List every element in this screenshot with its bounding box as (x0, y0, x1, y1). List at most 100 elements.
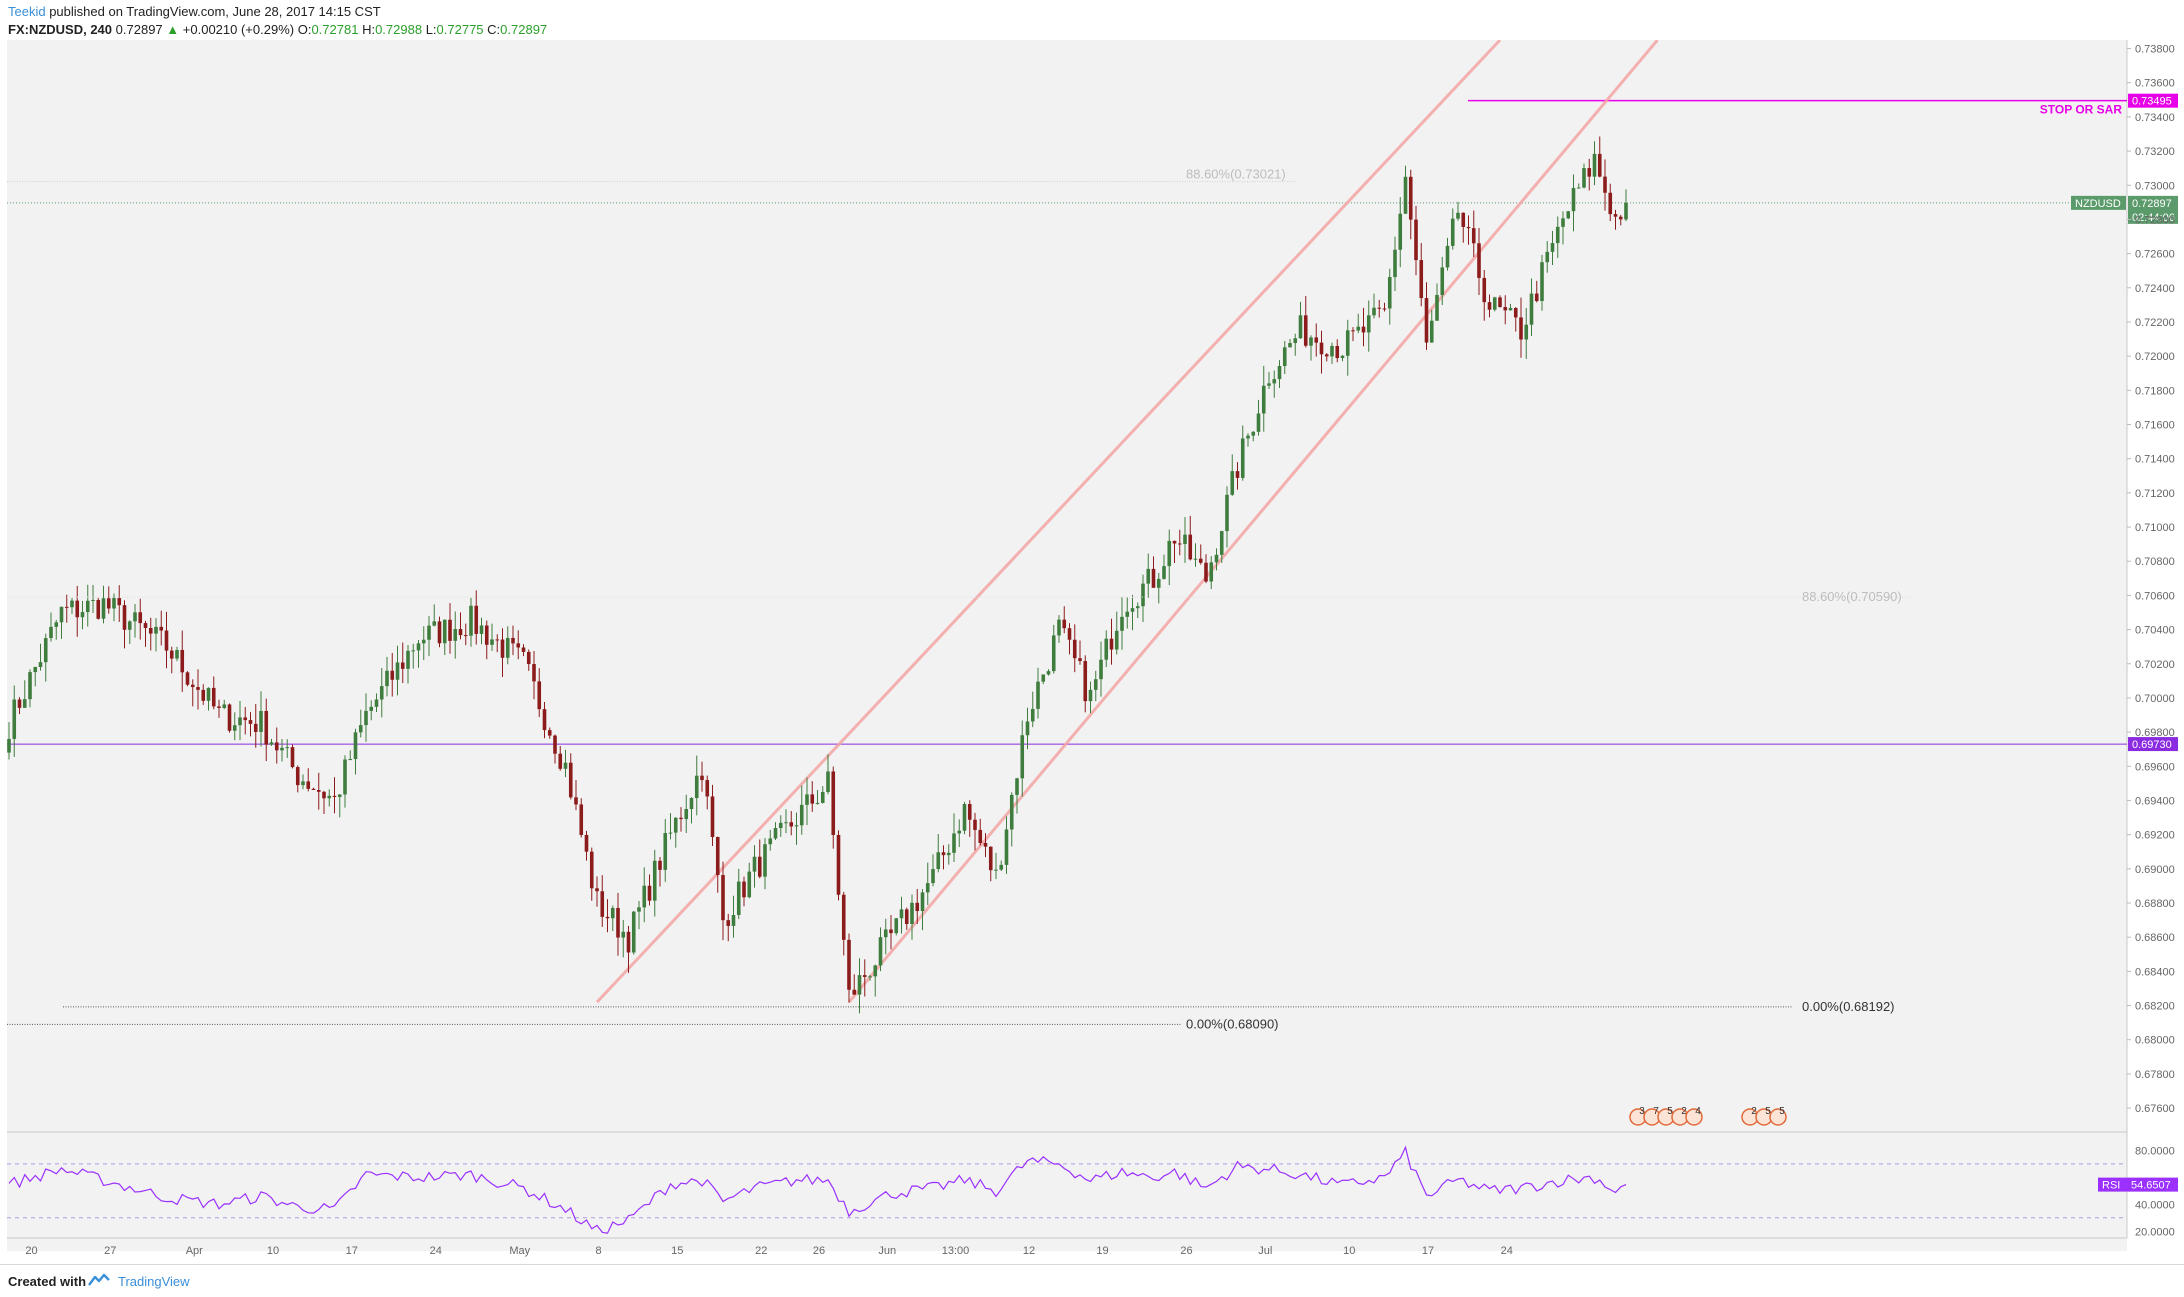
candle-body (1041, 674, 1046, 682)
candle-body (789, 822, 794, 827)
candle-body (689, 798, 694, 809)
high-value: 0.72988 (375, 22, 423, 37)
price-tick-label: 0.70000 (2135, 693, 2175, 705)
rsi-tag (2098, 1177, 2178, 1192)
footer: Created with TradingView (0, 1264, 2184, 1297)
candle-body (1282, 347, 1287, 366)
candle-body (1408, 176, 1413, 220)
candle-body (337, 794, 342, 797)
candle-body (1555, 226, 1560, 244)
candle-body (910, 902, 914, 924)
candle-body (1456, 212, 1460, 219)
candle-body (721, 875, 725, 921)
candle-body (1330, 345, 1334, 357)
candle-body (1130, 608, 1135, 612)
candle-body (369, 706, 374, 711)
time-tick-label: 17 (1422, 1245, 1434, 1257)
price-tick-label: 0.71600 (2135, 420, 2175, 432)
event-count-label: 5 (1765, 1106, 1771, 1117)
author-link[interactable]: Teekid (8, 4, 46, 19)
candle-body (637, 907, 641, 912)
candle-body (316, 789, 321, 792)
candle-body (1482, 277, 1487, 303)
fib-level-label: 0.00%(0.68192) (1802, 999, 1895, 1014)
price-change: +0.00210 (+0.29%) (182, 22, 295, 37)
candle-body (962, 804, 967, 831)
candle-body (778, 822, 783, 829)
candle-body (805, 794, 809, 805)
time-tick-label: 19 (1096, 1245, 1108, 1257)
candle-body (1261, 385, 1266, 414)
symbol-tag (2071, 195, 2126, 210)
candle-body (973, 819, 977, 830)
candle-body (658, 860, 662, 870)
candle-body (511, 637, 515, 644)
candle-body (1135, 606, 1140, 609)
candle-body (574, 797, 578, 805)
candle-body (453, 629, 458, 641)
candle-body (815, 802, 820, 804)
time-tick-label: Jul (1258, 1245, 1272, 1257)
price-tick-label: 0.68800 (2135, 898, 2175, 910)
candle-body (1624, 202, 1628, 220)
candle-body (1393, 249, 1397, 278)
candle-body (784, 822, 788, 824)
candle-body (1209, 562, 1214, 582)
candle-body (652, 860, 657, 901)
candle-body (1251, 431, 1256, 436)
candle-body (217, 706, 221, 708)
fib-level-label: 0.00%(0.68090) (1186, 1016, 1279, 1031)
candle-body (1303, 315, 1308, 346)
candle-body (490, 639, 494, 645)
price-chart[interactable]: 0.73495 STOP OR SAR 0.69730 NZDUSD 0.72897 02… (0, 40, 2184, 1264)
candle-body (364, 710, 368, 726)
candle-body (1461, 212, 1466, 227)
price-tick-label: 0.68400 (2135, 966, 2175, 978)
candle-body (96, 599, 101, 619)
candle-body (988, 846, 993, 871)
candle-body (1204, 562, 1208, 582)
tradingview-link[interactable]: TradingView (118, 1274, 190, 1289)
candle-body (264, 710, 269, 745)
stop-price-tag-label: 0.73495 (2132, 96, 2172, 108)
candle-body (595, 888, 599, 892)
candle-body (1561, 218, 1565, 227)
candle-body (978, 829, 983, 843)
candle-body (12, 699, 17, 739)
candle-body (285, 747, 290, 749)
price-tick-label: 0.71800 (2135, 385, 2175, 397)
candle-body (1230, 471, 1235, 495)
candle-body (1571, 188, 1576, 212)
candle-body (505, 637, 510, 658)
candle-body (17, 699, 22, 708)
price-tick-label: 0.67800 (2135, 1069, 2175, 1081)
candle-body (925, 883, 930, 893)
candle-body (1335, 345, 1340, 359)
rsi-tick-label: 20.0000 (2135, 1226, 2175, 1238)
trend-channel-line (595, 40, 1502, 1004)
candle-body (101, 598, 106, 619)
candle-body (673, 817, 678, 833)
candle-body (280, 747, 284, 751)
candle-body (1440, 267, 1445, 295)
candle-body (542, 709, 547, 731)
event-count-label: 2 (1681, 1106, 1687, 1117)
time-tick-label: 26 (1180, 1245, 1192, 1257)
price-tick-label: 0.73200 (2135, 146, 2175, 158)
candle-body (899, 909, 904, 919)
candle-body (311, 788, 316, 790)
candle-body (757, 856, 762, 877)
candle-body (1277, 365, 1282, 380)
candle-body (1387, 277, 1392, 309)
candle-body (826, 771, 830, 793)
candle-body (322, 791, 326, 799)
candle-body (1015, 778, 1019, 795)
close-value: 0.72897 (500, 22, 548, 37)
candle-body (1267, 383, 1271, 386)
candle-body (1361, 326, 1366, 333)
chart-area[interactable]: 0.73495 STOP OR SAR 0.69730 NZDUSD 0.72897 02… (0, 40, 2184, 1264)
price-tick-label: 0.73600 (2135, 78, 2175, 90)
candle-body (1193, 558, 1198, 560)
candle-body (1587, 168, 1592, 177)
candle-body (180, 649, 185, 673)
